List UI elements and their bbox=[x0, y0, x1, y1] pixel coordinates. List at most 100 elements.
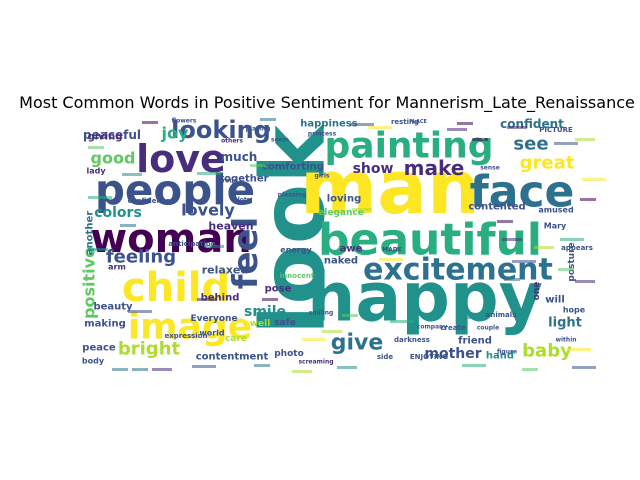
tiny-word-speck bbox=[120, 224, 136, 227]
tiny-word-speck bbox=[507, 126, 527, 129]
tiny-word-speck bbox=[572, 366, 596, 369]
word-flowers: flowers bbox=[172, 118, 197, 125]
word-princess: princess bbox=[308, 131, 337, 138]
tiny-word-speck bbox=[512, 260, 536, 263]
word-darkness: darkness bbox=[394, 336, 430, 344]
word-side: side bbox=[377, 353, 394, 361]
word-others: others bbox=[221, 138, 243, 145]
tiny-word-speck bbox=[152, 368, 172, 371]
word-great: great bbox=[520, 153, 575, 174]
tiny-word-speck bbox=[472, 138, 488, 141]
word-peace: peace bbox=[82, 343, 116, 354]
tiny-word-speck bbox=[122, 173, 142, 176]
word-comforting: comforting bbox=[262, 162, 324, 173]
tiny-word-speck bbox=[575, 138, 595, 141]
word-face: face bbox=[470, 167, 575, 218]
tiny-word-speck bbox=[337, 366, 357, 369]
word-animals: animals bbox=[486, 311, 517, 319]
word-lovely: lovely bbox=[181, 201, 235, 220]
word-making: making bbox=[84, 319, 126, 330]
word-another: another bbox=[85, 211, 96, 255]
tiny-word-speck bbox=[197, 298, 217, 301]
tiny-word-speck bbox=[462, 364, 486, 367]
word-peaceful: peaceful bbox=[83, 128, 141, 142]
word-picture: PICTURE bbox=[539, 126, 573, 134]
tiny-word-speck bbox=[192, 365, 216, 368]
word-naked: naked bbox=[324, 256, 358, 267]
word-friend: friend bbox=[458, 336, 492, 347]
word-well: well bbox=[250, 319, 271, 329]
word-company: company bbox=[417, 324, 448, 331]
tiny-word-speck bbox=[352, 208, 372, 211]
tiny-word-speck bbox=[260, 118, 276, 121]
figure-title: Most Common Words in Positive Sentiment … bbox=[19, 93, 635, 112]
tiny-word-speck bbox=[262, 298, 278, 301]
word-resting: resting bbox=[391, 118, 419, 126]
tiny-word-speck bbox=[250, 164, 266, 167]
word-hand: hand bbox=[486, 351, 514, 362]
word-lady: lady bbox=[86, 167, 106, 176]
tiny-word-speck bbox=[292, 370, 312, 373]
word-behind: behind bbox=[201, 293, 240, 304]
tiny-word-speck bbox=[342, 314, 358, 317]
tiny-word-speck bbox=[368, 126, 392, 129]
word-feel: feel bbox=[226, 217, 266, 290]
tiny-word-speck bbox=[197, 172, 221, 175]
word-beauty: beauty bbox=[93, 302, 133, 313]
word-make: make bbox=[404, 156, 465, 180]
word-colors: colors bbox=[94, 205, 142, 221]
tiny-word-speck bbox=[580, 198, 596, 201]
word-giving: giving bbox=[88, 132, 123, 143]
tiny-word-speck bbox=[350, 123, 374, 126]
word-will: will bbox=[545, 295, 565, 306]
tiny-word-speck bbox=[522, 368, 538, 371]
tiny-word-speck bbox=[379, 258, 403, 261]
word-loving: loving bbox=[327, 194, 362, 205]
word-contented: contented bbox=[468, 202, 525, 213]
word-good: good bbox=[91, 149, 136, 168]
word-arm: arm bbox=[108, 263, 126, 272]
word-contentment: contentment bbox=[196, 352, 269, 363]
tiny-word-speck bbox=[390, 320, 414, 323]
tiny-word-speck bbox=[142, 121, 158, 124]
tiny-word-speck bbox=[447, 128, 467, 131]
word-see: see bbox=[513, 134, 548, 155]
word-one: one bbox=[532, 282, 542, 301]
word-smile: smile bbox=[244, 304, 286, 320]
word-energy: energy bbox=[280, 246, 312, 255]
word-image: image bbox=[128, 307, 252, 348]
tiny-word-speck bbox=[204, 245, 224, 248]
tiny-word-speck bbox=[502, 238, 522, 241]
word-photo: photo bbox=[274, 349, 304, 359]
word-made: MADE bbox=[382, 247, 402, 254]
word-feeling: feeling bbox=[106, 247, 176, 268]
tiny-word-speck bbox=[497, 220, 513, 223]
word-amused: amused bbox=[538, 206, 574, 215]
tiny-word-speck bbox=[554, 142, 578, 145]
word-baby: baby bbox=[522, 341, 572, 362]
word-posture: posture bbox=[567, 242, 577, 281]
tiny-word-speck bbox=[88, 248, 108, 251]
tiny-word-speck bbox=[322, 330, 342, 333]
tiny-word-speck bbox=[558, 268, 574, 271]
tiny-word-speck bbox=[254, 364, 270, 367]
word-seem: seem bbox=[271, 137, 289, 144]
word-joy: joy bbox=[161, 124, 189, 143]
tiny-word-speck bbox=[464, 316, 484, 319]
word-light: light bbox=[548, 316, 582, 331]
word-man: man bbox=[300, 145, 480, 231]
word-together: together bbox=[219, 174, 268, 185]
word-body: body bbox=[82, 357, 105, 366]
tiny-word-speck bbox=[132, 368, 148, 371]
word-screaming: screaming bbox=[298, 359, 333, 366]
word-hope: hope bbox=[563, 306, 586, 315]
word-people: people bbox=[95, 166, 255, 215]
word-everyone: Everyone bbox=[190, 314, 237, 324]
tiny-word-speck bbox=[575, 280, 595, 283]
word-innocent: innocent bbox=[280, 272, 315, 280]
word-heaven: heaven bbox=[208, 220, 253, 233]
word-look: look bbox=[242, 123, 345, 335]
word-awe: awe bbox=[340, 244, 363, 255]
word-elegance: elegance bbox=[318, 208, 364, 218]
